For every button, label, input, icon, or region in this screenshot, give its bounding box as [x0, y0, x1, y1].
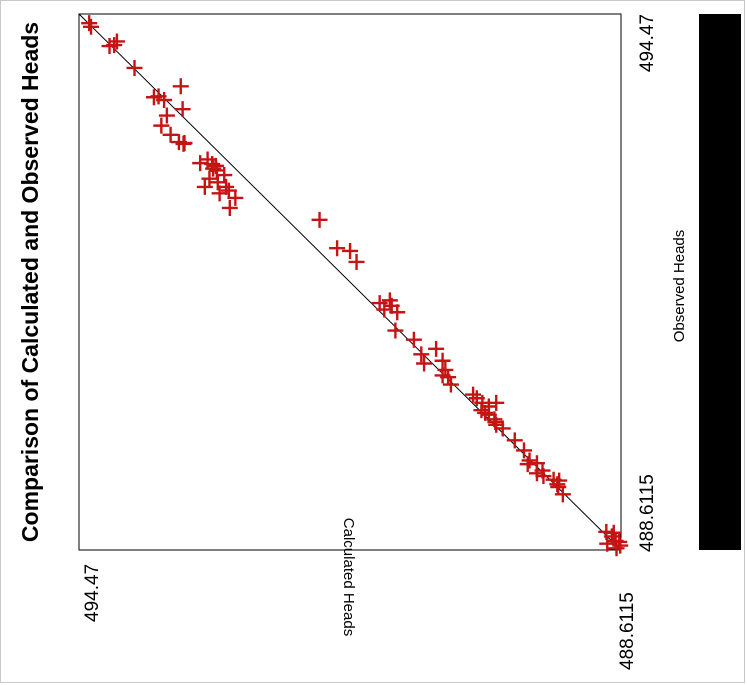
data-point	[209, 174, 226, 191]
data-point	[434, 367, 451, 384]
y-tick-label-min: 488.6115	[617, 592, 638, 670]
data-point	[416, 355, 433, 372]
data-point	[488, 394, 505, 411]
data-point	[342, 242, 359, 259]
data-point	[227, 189, 244, 206]
data-point	[494, 420, 511, 437]
data-point	[83, 18, 100, 35]
data-point	[201, 170, 218, 187]
data-point	[434, 352, 451, 369]
data-point	[126, 59, 143, 76]
x-axis-label: Observed Heads	[671, 230, 688, 343]
data-point	[221, 199, 238, 216]
data-point	[174, 101, 191, 118]
data-point	[442, 376, 459, 393]
data-point	[211, 185, 228, 202]
data-point	[612, 537, 629, 554]
data-point	[387, 322, 404, 339]
data-point	[196, 178, 213, 195]
data-point	[599, 535, 616, 552]
data-point	[311, 211, 328, 228]
data-point	[521, 452, 538, 469]
data-point	[554, 486, 571, 503]
data-points-group	[81, 15, 629, 557]
data-point	[348, 253, 365, 270]
data-point	[535, 468, 552, 485]
data-point	[376, 301, 393, 318]
data-point	[145, 89, 162, 106]
data-point	[428, 340, 445, 357]
data-point	[176, 135, 193, 152]
data-point	[477, 404, 494, 421]
data-point	[413, 346, 430, 363]
data-point	[153, 117, 170, 134]
data-point	[329, 240, 346, 257]
data-point	[101, 38, 118, 55]
chart-title: Comparison of Calculated and Observed He…	[17, 22, 43, 542]
y-axis-label: Calculated Heads	[340, 518, 357, 636]
legend-bar	[699, 14, 741, 550]
data-point	[465, 386, 482, 403]
y-tick-label-max: 494.47	[82, 564, 103, 622]
data-point	[156, 92, 173, 109]
data-point	[389, 304, 406, 321]
x-tick-label-max: 494.47	[637, 14, 658, 72]
data-point	[205, 160, 222, 177]
data-point	[81, 15, 98, 32]
data-point	[162, 126, 179, 143]
data-point	[405, 331, 422, 348]
data-point	[506, 432, 523, 449]
x-tick-label-min: 488.6115	[637, 474, 658, 552]
data-point	[515, 442, 532, 459]
data-point	[158, 107, 175, 124]
data-point	[605, 524, 622, 541]
data-point	[172, 78, 189, 95]
data-point	[608, 540, 625, 557]
